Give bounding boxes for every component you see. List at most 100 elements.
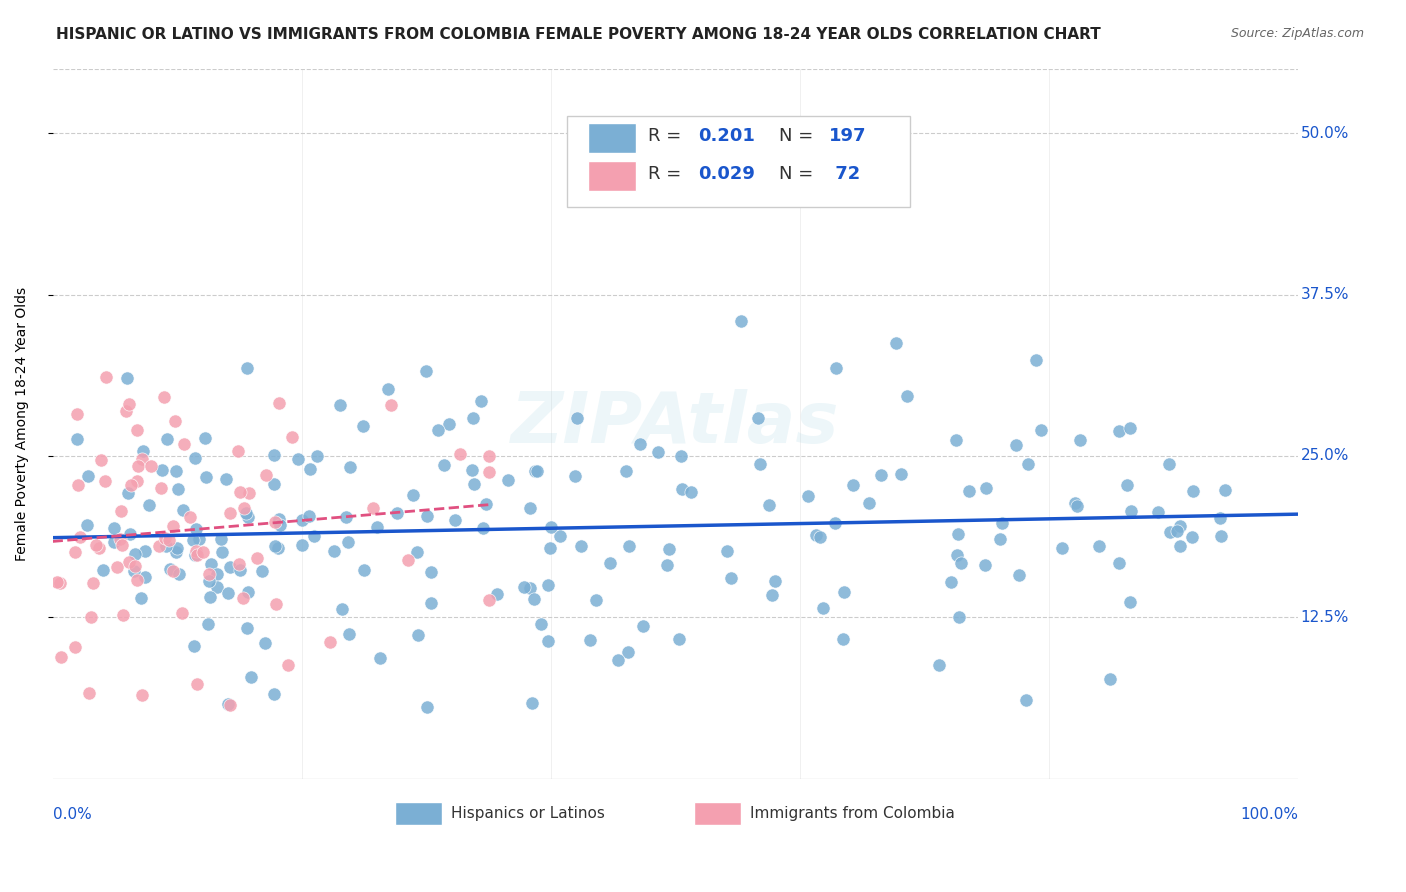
Point xyxy=(183,639,205,653)
Point xyxy=(432,458,454,473)
Point xyxy=(264,515,287,529)
Point xyxy=(105,559,128,574)
Point xyxy=(890,467,912,481)
Point xyxy=(103,521,125,535)
Point xyxy=(125,573,148,587)
Point xyxy=(463,477,485,491)
Point xyxy=(475,497,498,511)
Point xyxy=(1008,567,1031,582)
Point xyxy=(302,529,325,543)
Point xyxy=(110,504,132,518)
Point xyxy=(1119,421,1142,435)
Point xyxy=(159,562,181,576)
Point xyxy=(523,464,546,478)
Point xyxy=(134,544,156,558)
Point xyxy=(1087,540,1109,554)
Point xyxy=(461,463,484,477)
Point xyxy=(218,698,240,713)
Point xyxy=(186,548,208,562)
Point xyxy=(415,364,437,378)
Point xyxy=(156,432,179,446)
Point xyxy=(1108,556,1130,570)
Point xyxy=(155,539,177,553)
Text: R =: R = xyxy=(648,165,688,183)
FancyBboxPatch shape xyxy=(588,161,636,191)
Point xyxy=(129,591,152,606)
Point xyxy=(949,556,972,570)
Point xyxy=(335,509,357,524)
Point xyxy=(437,417,460,431)
Point xyxy=(991,516,1014,531)
Point xyxy=(127,458,149,473)
Point xyxy=(406,545,429,559)
Point xyxy=(361,500,384,515)
Point xyxy=(153,390,176,404)
Point xyxy=(380,399,402,413)
Point xyxy=(1209,529,1232,543)
Point xyxy=(797,489,820,503)
Point xyxy=(49,649,72,664)
Point xyxy=(761,588,783,602)
Point xyxy=(218,506,240,520)
Point xyxy=(167,483,190,497)
Y-axis label: Female Poverty Among 18-24 Year Olds: Female Poverty Among 18-24 Year Olds xyxy=(15,286,30,561)
Point xyxy=(84,538,107,552)
Point xyxy=(477,466,499,480)
Point xyxy=(184,548,207,562)
Text: 100.0%: 100.0% xyxy=(1240,807,1298,822)
Point xyxy=(139,458,162,473)
Point xyxy=(298,509,321,524)
Point xyxy=(628,437,651,451)
Point xyxy=(150,463,173,477)
Point xyxy=(472,521,495,535)
FancyBboxPatch shape xyxy=(567,116,910,207)
FancyBboxPatch shape xyxy=(588,123,636,153)
Point xyxy=(269,518,291,533)
Point xyxy=(281,429,304,443)
Point xyxy=(716,543,738,558)
Point xyxy=(238,509,260,524)
Point xyxy=(540,520,562,534)
Point xyxy=(299,462,322,476)
Point xyxy=(385,506,408,520)
Point xyxy=(526,464,548,478)
Point xyxy=(426,423,449,437)
Point xyxy=(108,532,131,546)
Point xyxy=(896,389,918,403)
Point xyxy=(1050,541,1073,555)
Point xyxy=(377,382,399,396)
Point xyxy=(217,697,239,711)
Point xyxy=(238,486,260,500)
Point xyxy=(396,552,419,566)
Point xyxy=(945,548,967,562)
Text: 50.0%: 50.0% xyxy=(1301,126,1348,141)
Point xyxy=(124,559,146,574)
Point xyxy=(470,394,492,409)
Point xyxy=(103,535,125,549)
Point xyxy=(211,544,233,558)
Point xyxy=(1069,434,1091,448)
Point xyxy=(209,533,232,547)
Point xyxy=(205,566,228,581)
Point xyxy=(291,538,314,552)
Point xyxy=(332,602,354,616)
Point xyxy=(1108,424,1130,438)
Point xyxy=(825,361,848,376)
Point xyxy=(66,478,89,492)
Point xyxy=(631,619,654,633)
Point xyxy=(319,635,342,649)
Point xyxy=(165,464,187,478)
Point xyxy=(90,453,112,467)
Text: N =: N = xyxy=(779,165,818,183)
Point xyxy=(974,558,997,572)
Point xyxy=(305,449,328,463)
Point xyxy=(125,474,148,488)
Point xyxy=(567,410,589,425)
Point xyxy=(263,687,285,701)
Point xyxy=(277,657,299,672)
Text: 197: 197 xyxy=(828,127,866,145)
Point xyxy=(173,437,195,451)
Point xyxy=(66,407,89,421)
Point xyxy=(157,533,180,548)
Point xyxy=(198,574,221,588)
